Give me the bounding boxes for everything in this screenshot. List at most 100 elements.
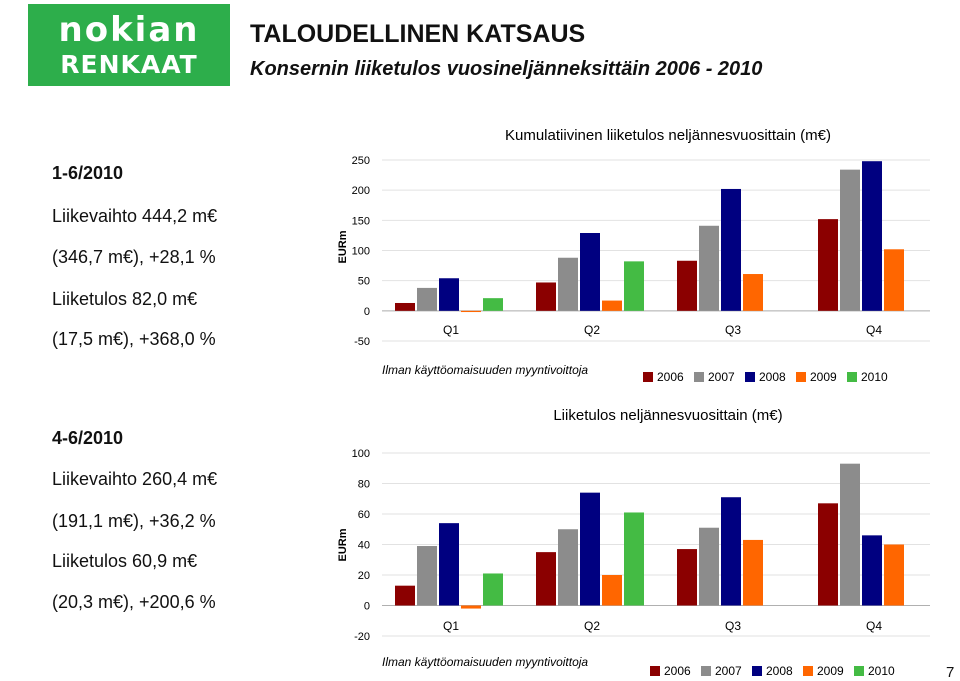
bottom-chart-legend-label: 2008 [766,664,793,678]
top-chart-bar-q4-2006 [818,219,838,311]
bottom-chart-bar-q1-2010 [483,573,503,606]
bottom-chart-bar-q1-2009 [461,605,481,609]
top-chart-bar-q2-2009 [602,300,622,311]
bottom-chart-bar-q4-2008 [862,535,882,606]
bottom-chart-bar-q3-2006 [677,549,697,606]
top-chart-bar-q4-2008 [862,161,882,311]
logo-word-top: nokian [58,10,200,50]
top-chart-bar-q1-2007 [417,287,437,311]
top-chart-ytick-label: 250 [352,155,370,167]
bottom-chart-title: Liiketulos neljännesvuosittain (m€) [553,407,782,424]
top-chart-category-label: Q4 [866,323,882,337]
bottom-chart-bar-q3-2008 [721,497,741,606]
page-subtitle: Konsernin liiketulos vuosineljänneksittä… [250,58,763,80]
top-chart-ytick-label: -50 [354,336,370,348]
bottom-chart-note: Ilman käyttöomaisuuden myyntivoittoja [382,655,588,669]
bottom-chart-ylabel: EURm [337,528,349,561]
bottom-chart-category-label: Q2 [584,619,600,633]
top-chart-bar-q3-2009 [743,274,763,311]
top-chart-bar-q2-2010 [624,261,644,311]
bottom-chart-ytick-label: 80 [358,479,370,491]
top-chart-bar-q1-2010 [483,298,503,311]
page-title: TALOUDELLINEN KATSAUS [250,20,586,48]
page-number: 7 [946,664,955,681]
top-chart-ytick-label: 200 [352,185,370,197]
top-chart-bar-q2-2008 [580,233,600,311]
top-chart-legend-swatch-2008 [745,372,755,382]
top-chart-bar-q1-2006 [395,302,415,311]
bottom-chart-bar-q4-2009 [884,544,904,606]
bottom-chart-bar-q4-2007 [840,463,860,606]
period-heading-h1: 1-6/2010 [52,163,124,183]
top-chart-bar-q3-2006 [677,260,697,311]
bottom-chart-ytick-label: 20 [358,570,370,582]
top-chart-ylabel: EURm [337,230,349,263]
top-chart-ytick-label: 100 [352,246,370,258]
top-chart-bar-q2-2007 [558,257,578,311]
bottom-chart-bar-q3-2009 [743,539,763,606]
top-chart-category-label: Q2 [584,323,600,337]
period-heading-q2: 4-6/2010 [52,428,124,448]
bottom-chart-legend-label: 2010 [868,664,895,678]
operating-profit-compare-h1: (17,5 m€), +368,0 % [52,329,216,349]
bottom-chart-legend-swatch-2009 [803,666,813,676]
bottom-chart-legend-label: 2006 [664,664,691,678]
top-chart-bar-q4-2007 [840,169,860,311]
bottom-chart-ytick-label: -20 [354,631,370,643]
operating-profit-compare-q2: (20,3 m€), +200,6 % [52,592,216,612]
top-chart-bar-q1-2008 [439,278,459,311]
top-chart-legend-label: 2010 [861,370,888,384]
top-chart-legend-swatch-2009 [796,372,806,382]
top-chart-bar-q3-2008 [721,188,741,311]
bottom-chart-bar-q2-2009 [602,575,622,606]
bottom-chart-legend-swatch-2008 [752,666,762,676]
quarterly-operating-profit-chart: Liiketulos neljännesvuosittain (m€) EURm -… [337,407,930,678]
revenue-compare-q2: (191,1 m€), +36,2 % [52,511,216,531]
top-chart-category-label: Q1 [443,323,459,337]
top-chart-category-label: Q3 [725,323,741,337]
bottom-chart-ytick-label: 100 [352,448,370,460]
operating-profit-line-q2: Liiketulos 60,9 m€ [52,551,198,571]
bottom-chart-bar-q2-2006 [536,552,556,606]
bottom-chart-bar-q3-2007 [699,527,719,606]
top-chart-legend-swatch-2007 [694,372,704,382]
top-chart-note: Ilman käyttöomaisuuden myyntivoittoja [382,363,588,377]
top-chart-ytick-label: 150 [352,215,370,227]
bottom-chart-category-label: Q3 [725,619,741,633]
bottom-chart-legend-label: 2007 [715,664,742,678]
bottom-chart-bar-q2-2010 [624,512,644,606]
bottom-chart-bar-q2-2007 [558,529,578,606]
top-chart-ytick-label: 0 [364,306,370,318]
top-chart-bar-q1-2009 [461,310,481,313]
operating-profit-line-h1: Liiketulos 82,0 m€ [52,289,198,309]
bottom-chart-ytick-label: 40 [358,540,370,552]
top-chart-bar-q2-2006 [536,282,556,311]
bottom-chart-category-label: Q4 [866,619,882,633]
revenue-line-h1: Liikevaihto 444,2 m€ [52,206,218,226]
bottom-chart-bar-q2-2008 [580,492,600,606]
top-chart-legend-swatch-2010 [847,372,857,382]
top-chart-legend-label: 2009 [810,370,837,384]
nokian-logo: nokian RENKAAT [28,4,230,86]
top-chart-legend-label: 2008 [759,370,786,384]
bottom-chart-bar-q1-2008 [439,523,459,606]
bottom-chart-ytick-label: 0 [364,601,370,613]
bottom-chart-bar-q4-2006 [818,503,838,606]
top-chart-legend-swatch-2006 [643,372,653,382]
bottom-chart-legend-label: 2009 [817,664,844,678]
top-chart-ytick-label: 50 [358,276,370,288]
bottom-chart-legend-swatch-2010 [854,666,864,676]
top-chart-title: Kumulatiivinen liiketulos neljännesvuosi… [505,127,831,144]
bottom-chart-legend-swatch-2007 [701,666,711,676]
cumulative-operating-profit-chart: Kumulatiivinen liiketulos neljännesvuosi… [337,127,930,384]
bottom-chart-category-label: Q1 [443,619,459,633]
logo-word-bottom: RENKAAT [60,50,198,79]
revenue-compare-h1: (346,7 m€), +28,1 % [52,247,216,267]
top-chart-legend-label: 2007 [708,370,735,384]
top-chart-bar-q4-2009 [884,249,904,311]
top-chart-bar-q3-2007 [699,225,719,311]
top-chart-legend-label: 2006 [657,370,684,384]
revenue-line-q2: Liikevaihto 260,4 m€ [52,469,218,489]
bottom-chart-legend-swatch-2006 [650,666,660,676]
bottom-chart-ytick-label: 60 [358,509,370,521]
